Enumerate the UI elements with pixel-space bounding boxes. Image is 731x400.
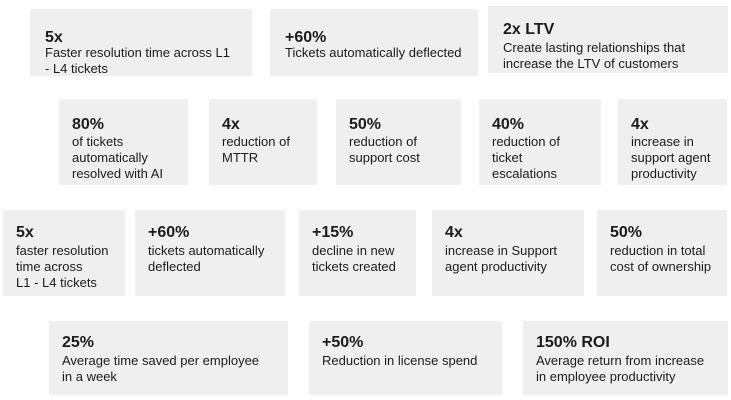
metric-value: 4x	[631, 116, 649, 133]
metric-value: 150% ROI	[536, 334, 610, 351]
metric-description: Average return from increase in employee…	[536, 353, 705, 384]
metric-card: +50% Reduction in license spend	[309, 321, 502, 395]
metric-value: 2x LTV	[503, 21, 555, 38]
metric-description: increase in Support agent productivity	[445, 243, 558, 274]
metric-description: faster resolution time across L1 - L4 ti…	[16, 243, 109, 290]
metric-description: Average time saved per employee in a wee…	[62, 353, 260, 384]
metric-value: 5x	[16, 224, 34, 241]
metric-card: +60% tickets automatically deflected	[135, 210, 285, 296]
metric-card: +60% Tickets automatically deflected	[270, 9, 478, 76]
metric-card: 50% reduction in total cost of ownership	[597, 210, 727, 296]
metric-description: Reduction in license spend	[322, 353, 478, 368]
metric-card: 40% reduction of ticket escalations	[479, 99, 601, 185]
metric-description: reduction in total cost of ownership	[610, 243, 712, 274]
metric-value: 40%	[492, 116, 525, 133]
metric-card: 5x faster resolution time across L1 - L4…	[3, 210, 125, 296]
metric-card: 4x reduction of MTTR	[209, 99, 317, 185]
metric-description: reduction of MTTR	[222, 134, 290, 165]
metric-description: Create lasting relationships that increa…	[503, 40, 686, 71]
metric-value: 80%	[72, 116, 105, 133]
metric-card: 5x Faster resolution time across L1 - L4…	[30, 9, 252, 76]
metric-description: reduction of ticket escalations	[492, 134, 560, 181]
metric-card: 50% reduction of support cost	[336, 99, 461, 185]
metric-description: of tickets automatically resolved with A…	[72, 134, 164, 181]
metric-value: 50%	[610, 224, 643, 241]
metric-value: 4x	[445, 224, 463, 241]
metric-value: +15%	[312, 224, 354, 241]
metric-card: 25% Average time saved per employee in a…	[49, 321, 288, 395]
metric-description: Faster resolution time across L1 - L4 ti…	[45, 45, 230, 76]
metric-value: 50%	[349, 116, 382, 133]
metric-value: +60%	[285, 29, 327, 46]
metric-card: +15% decline in new tickets created	[299, 210, 416, 296]
metric-card: 80% of tickets automatically resolved wi…	[59, 99, 188, 185]
metric-value: +60%	[148, 224, 190, 241]
metric-description: tickets automatically deflected	[148, 243, 265, 274]
metric-description: decline in new tickets created	[312, 243, 396, 274]
metric-card: 4x increase in support agent productivit…	[618, 99, 727, 185]
metric-card: 4x increase in Support agent productivit…	[432, 210, 584, 296]
metric-value: 4x	[222, 116, 240, 133]
metric-value: +50%	[322, 334, 364, 351]
metric-card: 150% ROI Average return from increase in…	[523, 321, 728, 395]
metric-description: increase in support agent productivity	[631, 134, 711, 181]
metric-value: 5x	[45, 29, 63, 46]
metric-card: 2x LTV Create lasting relationships that…	[488, 6, 728, 73]
metric-description: reduction of support cost	[349, 134, 420, 165]
metric-description: Tickets automatically deflected	[285, 45, 462, 60]
metric-value: 25%	[62, 334, 95, 351]
